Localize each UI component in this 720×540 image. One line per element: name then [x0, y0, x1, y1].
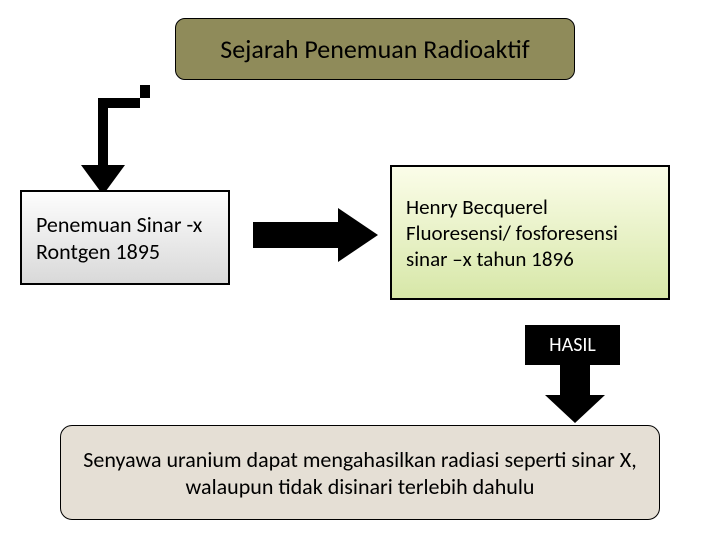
- title-box: Sejarah Penemuan Radioaktif: [175, 18, 575, 80]
- box-conclusion-text: Senyawa uranium dapat mengahasilkan radi…: [75, 446, 645, 500]
- box-conclusion: Senyawa uranium dapat mengahasilkan radi…: [60, 425, 660, 520]
- arrow-box1-to-box2: [248, 205, 383, 265]
- arrow-title-to-box1: [70, 80, 180, 200]
- arrow-hasil-down: [540, 365, 610, 425]
- label-hasil: HASIL: [525, 325, 620, 365]
- box-becquerel-text: Henry Becquerel Fluoresensi/ fosforesens…: [406, 194, 654, 272]
- box-becquerel: Henry Becquerel Fluoresensi/ fosforesens…: [390, 165, 670, 300]
- box-rontgen: Penemuan Sinar -x Rontgen 1895: [20, 190, 230, 285]
- box-rontgen-text: Penemuan Sinar -x Rontgen 1895: [36, 211, 214, 265]
- label-hasil-text: HASIL: [549, 333, 596, 357]
- title-text: Sejarah Penemuan Radioaktif: [220, 33, 529, 65]
